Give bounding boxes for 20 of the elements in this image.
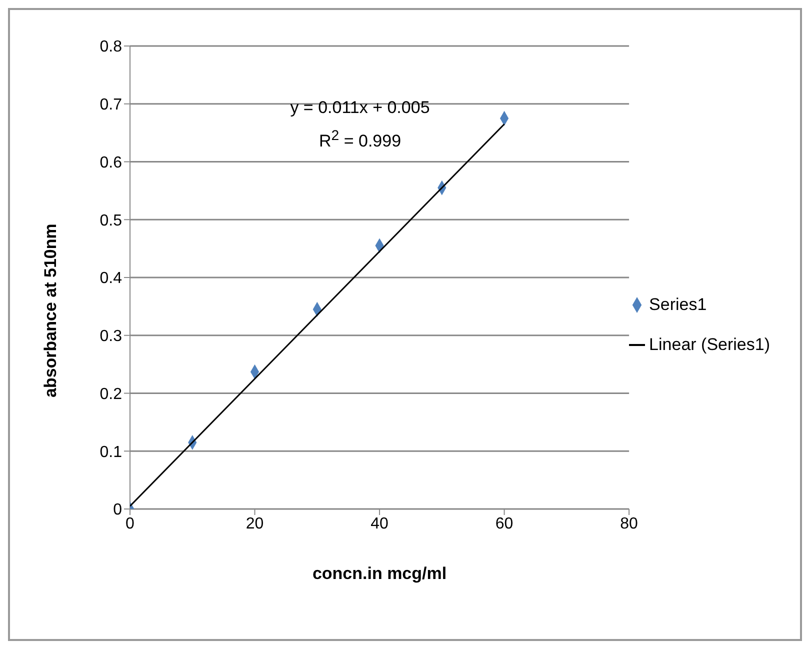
annotation: y = 0.011x + 0.005 — [289, 98, 431, 118]
y-tick-label: 0.1 — [100, 444, 122, 461]
y-tick-label: 0.8 — [100, 38, 122, 56]
x-tick-label: 40 — [370, 515, 389, 532]
legend-label: Linear (Series1) — [649, 334, 770, 354]
y-tick-label: 0.6 — [100, 154, 122, 172]
y-tick-label: 0.2 — [100, 386, 122, 403]
annotation: R$^{2}$ = 0.999 — [318, 128, 402, 152]
legend-label: Series1 — [649, 294, 707, 314]
x-axis-title: concn.in mcg/ml — [312, 564, 447, 583]
x-tick-label: 80 — [620, 515, 638, 532]
x-tick-label: 0 — [126, 515, 135, 532]
y-tick-label: 0.4 — [100, 270, 122, 288]
x-tick-label: 20 — [246, 515, 264, 532]
y-tick-label: 0.5 — [100, 212, 122, 230]
y-axis-title: absorbance at 510nm — [41, 224, 60, 398]
y-tick-label: 0.3 — [100, 328, 122, 346]
y-tick-label: 0.7 — [100, 96, 122, 114]
y-tick-label: 0 — [113, 502, 122, 519]
x-tick-label: 60 — [495, 515, 514, 532]
